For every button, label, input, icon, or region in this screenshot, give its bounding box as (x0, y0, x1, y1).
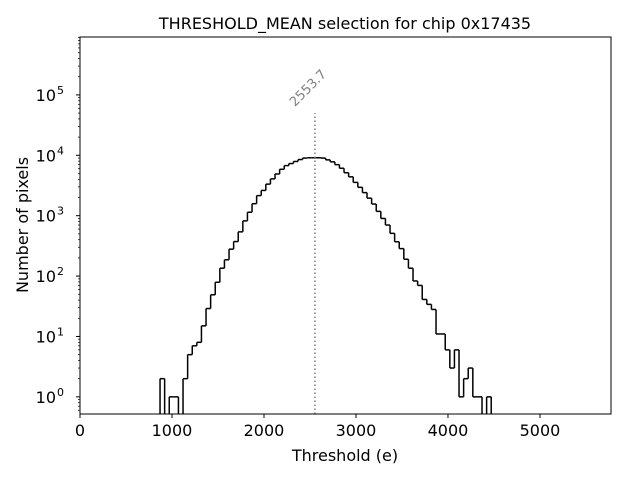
histogram-bin (168, 396, 174, 414)
histogram-bin (343, 168, 349, 174)
histogram-bin (334, 161, 340, 166)
histogram-bin (357, 182, 363, 189)
histogram-bin (449, 349, 455, 369)
histogram-bin (242, 220, 248, 232)
histogram-bin (380, 211, 386, 220)
histogram-bin (416, 280, 423, 287)
y-tick-label: 10 (36, 327, 56, 346)
histogram-bin (196, 341, 202, 346)
histogram-bin (370, 198, 377, 205)
histogram-bin (324, 158, 331, 161)
histogram-steps (159, 157, 492, 414)
x-tick-label: 2000 (244, 421, 285, 440)
y-tick-exponent: 0 (57, 386, 64, 399)
histogram-bin (278, 168, 285, 175)
histogram-bin (269, 178, 276, 185)
y-tick-label: 10 (36, 86, 56, 105)
histogram-bin (209, 294, 216, 309)
histogram-bin (403, 248, 409, 260)
histogram-bin (283, 164, 289, 170)
y-axis-label: Number of pixels (13, 157, 32, 293)
histogram-bin (407, 259, 414, 269)
histogram-bin (159, 377, 165, 414)
y-tick-exponent: 2 (57, 265, 64, 278)
x-tick-label: 1000 (152, 421, 193, 440)
mean-threshold-annotation: 2553.7 (287, 67, 330, 110)
histogram-bin (219, 267, 225, 283)
histogram-bin (251, 202, 257, 213)
x-axis-label: Threshold (e) (291, 446, 398, 465)
histogram-bin (430, 304, 437, 311)
histogram-bin (292, 160, 299, 164)
histogram-bin (412, 268, 418, 282)
histogram-bin (435, 309, 441, 335)
histogram-bin (288, 162, 294, 166)
histogram-bin (274, 173, 280, 179)
histogram-bin (182, 377, 188, 414)
x-tick-label: 4000 (428, 421, 469, 440)
histogram-bin (384, 218, 391, 226)
histogram-bin (237, 231, 243, 242)
histogram-bin (398, 241, 404, 250)
histogram-bin (421, 285, 427, 301)
histogram-bin (265, 183, 271, 191)
histogram-bin (352, 176, 358, 184)
histogram-bin (191, 345, 197, 355)
histogram-bin (246, 211, 253, 221)
histogram-bin (366, 192, 372, 199)
histogram-bin (426, 299, 432, 306)
histogram-bin (329, 159, 335, 163)
y-tick-exponent: 4 (57, 144, 64, 157)
histogram-bin (361, 187, 368, 194)
histogram-bin (255, 194, 262, 204)
histogram-bin (205, 307, 211, 326)
histogram-bin (453, 349, 460, 369)
histogram-bin (228, 248, 234, 260)
y-tick-label: 10 (36, 267, 56, 286)
y-tick-exponent: 5 (57, 84, 64, 97)
histogram-bin (297, 158, 303, 162)
plot-area: 2553.7 (79, 36, 612, 415)
histogram-bin (232, 240, 239, 250)
histogram-bin (375, 204, 381, 213)
chart-title: THRESHOLD_MEAN selection for chip 0x1743… (158, 14, 531, 34)
histogram-bin (393, 233, 400, 243)
histogram-bin (338, 164, 345, 170)
y-tick-label: 10 (36, 146, 56, 165)
histogram-bin (485, 396, 492, 414)
histogram-bin (260, 189, 266, 196)
histogram-bin (462, 377, 469, 397)
y-tick-exponent: 3 (57, 205, 64, 218)
y-tick-label: 10 (36, 207, 56, 226)
x-tick-label: 3000 (336, 421, 377, 440)
y-tick-label: 10 (36, 388, 56, 407)
histogram-bin (214, 281, 220, 295)
histogram-bin (467, 367, 473, 379)
y-tick-exponent: 1 (57, 325, 64, 338)
histogram-bin (200, 325, 207, 343)
histogram-bin (458, 349, 464, 398)
histogram-bin (444, 333, 450, 351)
histogram-bin (186, 353, 193, 379)
x-tick-label: 0 (75, 421, 85, 440)
histogram-bin (347, 172, 354, 178)
histogram-bin (389, 225, 395, 235)
axes-frame (79, 36, 612, 415)
x-tick-label: 5000 (520, 421, 561, 440)
x-axis: 0 1000 2000 3000 4000 5000 (75, 414, 560, 440)
histogram-bin (472, 368, 478, 398)
histogram-bin (301, 157, 308, 160)
histogram-bin (223, 259, 230, 269)
